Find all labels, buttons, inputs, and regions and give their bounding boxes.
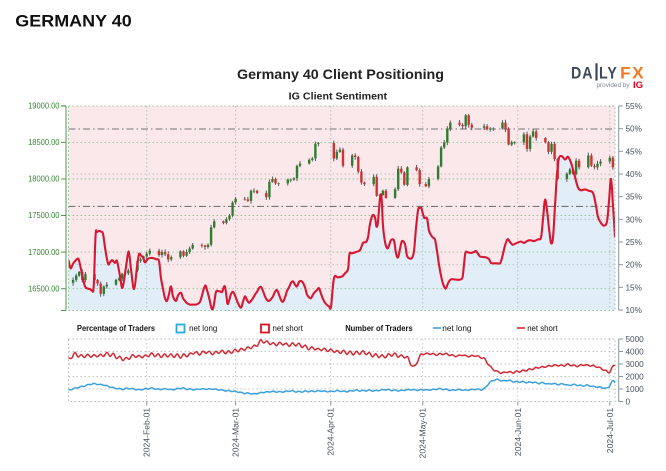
svg-text:40%: 40%	[626, 170, 642, 179]
svg-text:17000.00: 17000.00	[28, 248, 60, 257]
svg-text:IG Client Sentiment: IG Client Sentiment	[289, 92, 388, 103]
svg-text:LY: LY	[599, 65, 618, 83]
svg-text:4000: 4000	[626, 348, 645, 357]
svg-text:2024-Feb-01: 2024-Feb-01	[142, 408, 152, 457]
svg-text:Percentage of Traders: Percentage of Traders	[77, 323, 155, 333]
svg-text:net short: net short	[527, 323, 558, 333]
svg-text:35%: 35%	[626, 193, 642, 202]
svg-text:0: 0	[626, 398, 631, 407]
svg-text:GERMANY 40: GERMANY 40	[15, 13, 131, 31]
svg-text:FX: FX	[620, 64, 645, 83]
svg-text:net long: net long	[442, 323, 471, 333]
svg-text:19000.00: 19000.00	[28, 102, 60, 111]
svg-text:provided by: provided by	[597, 82, 631, 89]
svg-text:2000: 2000	[626, 373, 645, 382]
svg-text:45%: 45%	[626, 147, 642, 156]
svg-text:50%: 50%	[626, 125, 642, 134]
svg-text:net short: net short	[273, 323, 304, 333]
svg-text:3000: 3000	[626, 360, 645, 369]
svg-text:2024-Jun-01: 2024-Jun-01	[513, 408, 523, 456]
svg-text:55%: 55%	[626, 102, 642, 111]
svg-text:2024-May-01: 2024-May-01	[418, 408, 428, 459]
svg-text:18000.00: 18000.00	[28, 175, 60, 184]
svg-text:Number of Traders: Number of Traders	[345, 323, 413, 333]
svg-text:10%: 10%	[626, 306, 642, 315]
svg-text:5000: 5000	[626, 335, 645, 344]
svg-text:2024-Apr-01: 2024-Apr-01	[326, 408, 336, 456]
svg-text:15%: 15%	[626, 283, 642, 292]
svg-text:DA: DA	[571, 65, 594, 83]
svg-text:Germany 40 Client Positioning: Germany 40 Client Positioning	[237, 66, 444, 82]
svg-text:net long: net long	[189, 323, 217, 333]
svg-text:18500.00: 18500.00	[28, 138, 60, 147]
svg-text:2024-Jul-01: 2024-Jul-01	[605, 408, 615, 454]
svg-text:17500.00: 17500.00	[28, 211, 60, 220]
svg-text:1000: 1000	[626, 385, 645, 394]
svg-text:30%: 30%	[626, 215, 642, 224]
svg-text:20%: 20%	[626, 261, 642, 270]
svg-text:IG: IG	[633, 80, 643, 91]
svg-text:16500.00: 16500.00	[28, 284, 60, 293]
svg-text:2024-Mar-01: 2024-Mar-01	[231, 408, 241, 457]
svg-text:25%: 25%	[626, 238, 642, 247]
